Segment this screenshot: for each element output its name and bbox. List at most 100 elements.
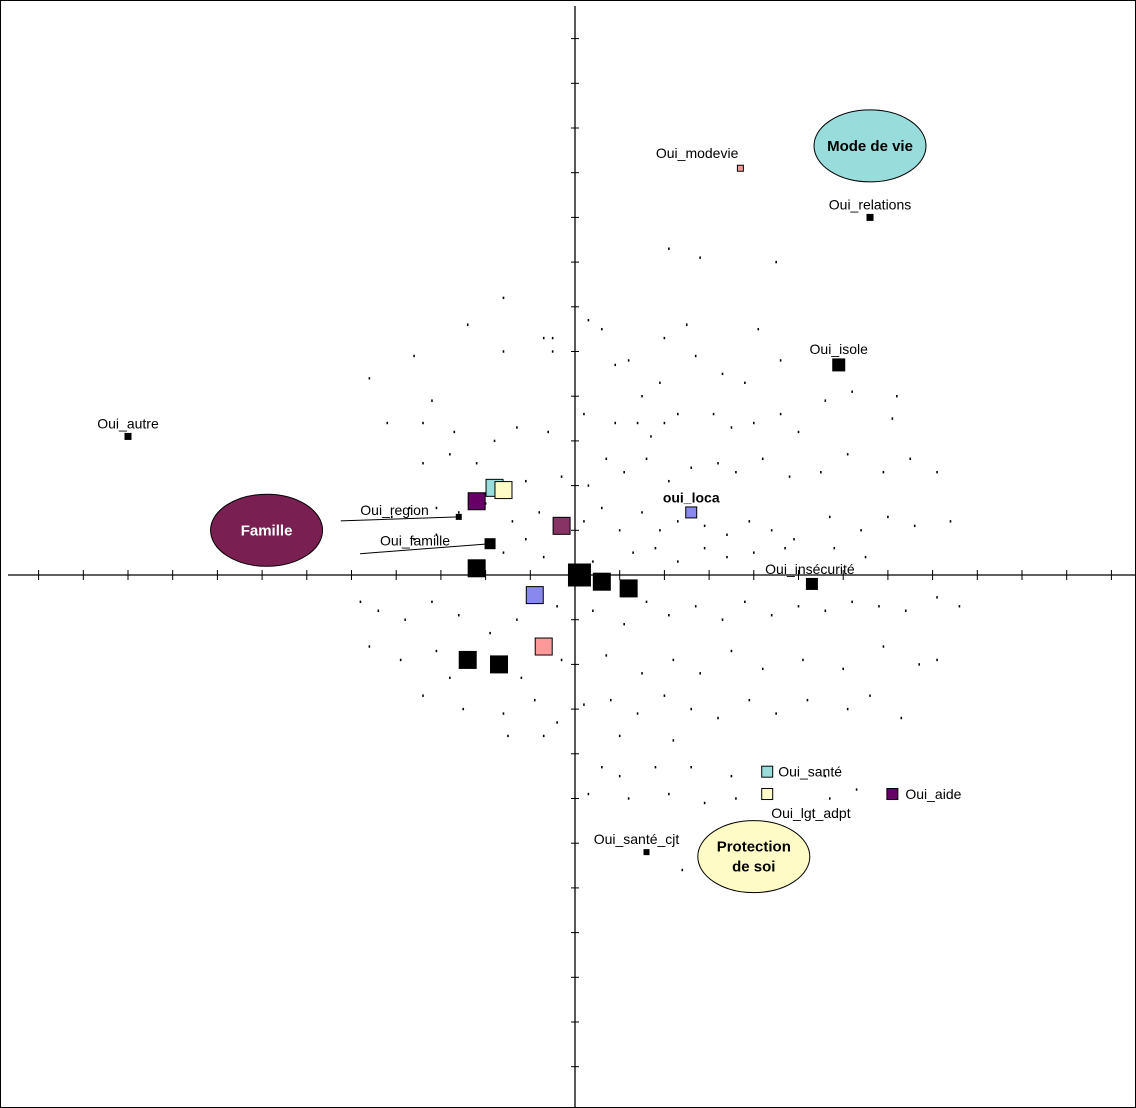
individual-point	[730, 426, 733, 429]
individual-point	[887, 515, 889, 519]
individual-point	[645, 457, 648, 460]
individual-point	[770, 529, 773, 532]
point-marker	[761, 765, 774, 778]
group-label: Famille	[241, 522, 293, 539]
modality-square	[592, 572, 611, 591]
individual-point	[797, 430, 800, 434]
individual-point	[779, 412, 782, 416]
individual-point	[556, 605, 558, 608]
individual-point	[672, 658, 675, 662]
individual-point	[560, 658, 563, 662]
individual-point	[466, 323, 469, 326]
individual-point	[502, 296, 505, 300]
individual-point	[583, 703, 585, 706]
individual-point	[744, 381, 746, 384]
individual-point	[435, 506, 438, 510]
individual-point	[726, 533, 728, 536]
individual-point	[422, 421, 424, 425]
individual-point	[721, 618, 724, 621]
individual-point	[386, 421, 389, 425]
individual-point	[668, 247, 670, 250]
individual-point	[900, 716, 903, 720]
labeled-points-layer: Oui_modevie Oui_relations Oui_isole Oui_aut…	[97, 145, 962, 856]
point-label: Oui_insécurité	[765, 561, 855, 577]
individual-point	[475, 462, 478, 465]
modalities-layer	[458, 478, 638, 674]
individual-point	[618, 774, 621, 778]
point-label: Oui_modevie	[656, 145, 739, 161]
individual-point	[511, 520, 514, 523]
individual-point	[721, 372, 724, 376]
point-label: Oui_santé	[778, 764, 842, 780]
individual-point	[896, 395, 898, 398]
individual-point	[449, 453, 451, 456]
point-marker	[832, 358, 846, 372]
individual-point	[703, 546, 706, 550]
individual-point	[650, 435, 652, 438]
individual-point	[913, 524, 916, 528]
individual-point	[533, 698, 536, 702]
individual-point	[753, 551, 755, 554]
individual-point	[677, 520, 679, 523]
modality-square	[525, 586, 544, 605]
individual-point	[542, 555, 545, 559]
modality-square	[552, 516, 571, 535]
individual-point	[457, 614, 460, 617]
individual-point	[462, 707, 465, 711]
individual-point	[717, 462, 719, 465]
individual-point	[909, 457, 912, 460]
individual-point	[703, 801, 706, 805]
individual-point	[390, 515, 393, 519]
individual-point	[668, 792, 670, 796]
individual-point	[806, 698, 809, 702]
individual-point	[668, 614, 670, 617]
individual-point	[828, 797, 831, 800]
point-label: Oui_isole	[810, 341, 869, 357]
point-marker	[886, 788, 899, 801]
individual-point	[690, 466, 693, 469]
group-ellipse	[697, 820, 811, 894]
individual-point	[516, 618, 518, 621]
individual-point	[641, 672, 643, 675]
individual-point	[949, 520, 952, 523]
individual-point	[453, 430, 456, 434]
individual-point	[404, 618, 406, 621]
individual-point	[413, 354, 415, 358]
point-marker	[685, 506, 698, 519]
individual-point	[627, 797, 630, 800]
individual-point	[654, 766, 657, 769]
individual-point	[587, 319, 590, 322]
individual-point	[864, 555, 867, 559]
individual-point	[601, 766, 603, 769]
individual-point	[851, 390, 853, 393]
groups-layer: Famille Mode de vie Protection de soi	[210, 109, 927, 894]
individual-point	[842, 667, 844, 671]
individual-point	[636, 421, 639, 425]
individual-point	[645, 600, 648, 604]
individual-point	[422, 462, 424, 465]
individual-point	[489, 631, 491, 635]
point-leader-line	[360, 543, 491, 555]
individual-point	[601, 506, 603, 510]
point-marker	[124, 432, 132, 440]
individual-point	[735, 470, 737, 474]
individual-point	[525, 479, 527, 483]
individual-point	[359, 600, 362, 604]
individual-point	[699, 256, 701, 259]
individual-point	[882, 645, 885, 648]
point-marker	[805, 577, 818, 590]
individual-point	[779, 359, 782, 362]
individual-point	[869, 694, 871, 697]
individual-point	[793, 538, 795, 541]
modality-square	[467, 492, 486, 511]
individual-point	[936, 470, 938, 474]
individual-point	[627, 359, 630, 362]
individual-point	[936, 596, 938, 599]
individual-point	[757, 327, 760, 331]
individual-point	[761, 457, 764, 460]
individual-point	[694, 354, 697, 358]
individual-point	[502, 350, 505, 353]
